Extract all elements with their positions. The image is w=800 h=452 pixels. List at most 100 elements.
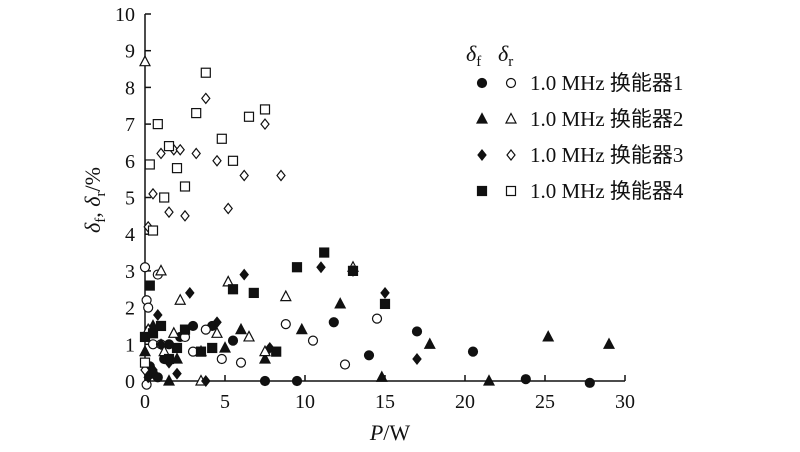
point-square-filled: [207, 342, 218, 354]
point-diamond-open: [175, 143, 185, 156]
y-tick-label: 4: [125, 224, 135, 246]
point-diamond-open: [191, 147, 201, 160]
x-axis-ticks: 0 5 10 15 20 25 30: [140, 375, 635, 413]
point-square-filled: [248, 287, 259, 299]
point-square-filled: [179, 324, 191, 335]
point-triangle-filled: [235, 322, 247, 335]
point-diamond-filled: [212, 316, 222, 329]
point-square-open: [147, 225, 159, 236]
point-square-filled: [171, 342, 183, 354]
point-triangle-open: [167, 326, 180, 338]
point-circle-open: [371, 313, 383, 324]
point-square-open: [216, 133, 227, 144]
point-triangle-open: [279, 289, 292, 302]
point-square-filled: [163, 353, 175, 365]
legend-marker-circle-filled: [476, 77, 488, 89]
point-square-open: [227, 155, 239, 166]
point-square-open: [159, 192, 170, 203]
point-square-open: [139, 357, 151, 368]
point-diamond-filled: [148, 364, 158, 376]
point-circle-filled: [467, 346, 479, 357]
point-triangle-filled: [259, 352, 271, 364]
point-circle-open: [216, 353, 227, 365]
y-axis-label: δf, δr/%: [80, 167, 109, 233]
point-square-filled: [379, 298, 391, 310]
x-tick-label: 5: [220, 391, 230, 413]
legend-marker-square-filled: [476, 185, 488, 197]
point-triangle-filled: [163, 374, 175, 386]
point-square-filled: [144, 280, 155, 291]
x-tick-label: 15: [375, 391, 395, 413]
point-square-open: [200, 67, 211, 78]
legend-marker-diamond-filled: [477, 149, 487, 161]
x-axis-label-unit: /W: [383, 420, 410, 445]
point-circle-filled: [363, 350, 375, 361]
point-triangle-open: [211, 326, 223, 338]
point-triangle-filled: [171, 352, 183, 364]
point-diamond-filled: [316, 261, 326, 274]
point-triangle-open: [174, 293, 187, 305]
x-tick-label: 20: [455, 391, 475, 413]
point-diamond-filled: [156, 338, 166, 351]
point-square-filled: [271, 346, 282, 357]
point-triangle-open: [139, 54, 151, 67]
point-diamond-filled: [380, 286, 390, 299]
point-diamond-open: [201, 92, 211, 105]
point-circle-filled: [328, 317, 339, 328]
point-triangle-filled: [603, 337, 615, 349]
x-tick-label: 10: [295, 391, 315, 413]
point-triangle-open: [155, 264, 167, 276]
point-square-filled: [319, 247, 330, 258]
data-points: [139, 54, 615, 390]
y-tick-label: 10: [115, 4, 135, 26]
point-square-filled: [347, 265, 359, 276]
x-tick-label: 30: [615, 391, 635, 413]
point-triangle-filled: [542, 330, 555, 342]
legend-label: 1.0 MHz 换能器1: [530, 71, 683, 95]
point-triangle-filled: [295, 322, 308, 335]
x-axis-label-variable: P: [369, 420, 383, 445]
point-diamond-filled: [201, 375, 211, 387]
point-triangle-filled: [483, 374, 495, 386]
legend-header-f: δf: [466, 41, 481, 70]
legend-label: 1.0 MHz 换能器3: [530, 143, 683, 167]
legend-marker-diamond-open: [506, 149, 516, 161]
point-triangle-filled: [139, 344, 151, 357]
legend-entries: 1.0 MHz 换能器1 1.0 MHz 换能器2 1.0 MHz 换能器3 1.0 …: [476, 71, 684, 203]
point-circle-filled: [584, 377, 595, 388]
point-circle-open: [280, 319, 291, 330]
y-axis-label-unit: /%: [80, 167, 105, 191]
point-diamond-open: [180, 209, 190, 222]
point-circle-filled: [259, 375, 271, 387]
legend-marker-circle-open: [505, 77, 517, 89]
point-square-filled: [195, 346, 207, 357]
point-circle-open: [139, 262, 151, 273]
point-square-open: [163, 141, 175, 152]
point-diamond-open: [260, 118, 270, 131]
point-diamond-open: [164, 206, 174, 219]
y-axis-label-delta-r: δ: [80, 196, 105, 207]
y-axis-label-delta-f: δ: [80, 222, 105, 233]
point-circle-open: [235, 357, 247, 368]
point-square-open: [171, 163, 183, 174]
point-diamond-filled: [153, 308, 163, 321]
point-diamond-filled: [239, 268, 249, 281]
point-circle-filled: [520, 374, 531, 385]
point-square-open: [191, 107, 202, 119]
y-axis-label-sub-r: r: [93, 191, 109, 196]
y-tick-label: 8: [125, 77, 135, 99]
legend-label: 1.0 MHz 换能器4: [530, 179, 684, 203]
point-diamond-filled: [143, 371, 153, 384]
point-diamond-open: [276, 169, 286, 182]
point-triangle-filled: [219, 341, 231, 353]
y-tick-label: 5: [125, 188, 135, 210]
y-axis-label-comma: ,: [80, 207, 105, 218]
point-circle-open: [141, 379, 152, 390]
y-tick-label: 1: [125, 334, 135, 356]
point-triangle-filled: [334, 297, 347, 309]
legend-marker-square-open: [505, 185, 517, 197]
point-square-open: [144, 159, 155, 170]
point-diamond-open: [156, 147, 166, 160]
